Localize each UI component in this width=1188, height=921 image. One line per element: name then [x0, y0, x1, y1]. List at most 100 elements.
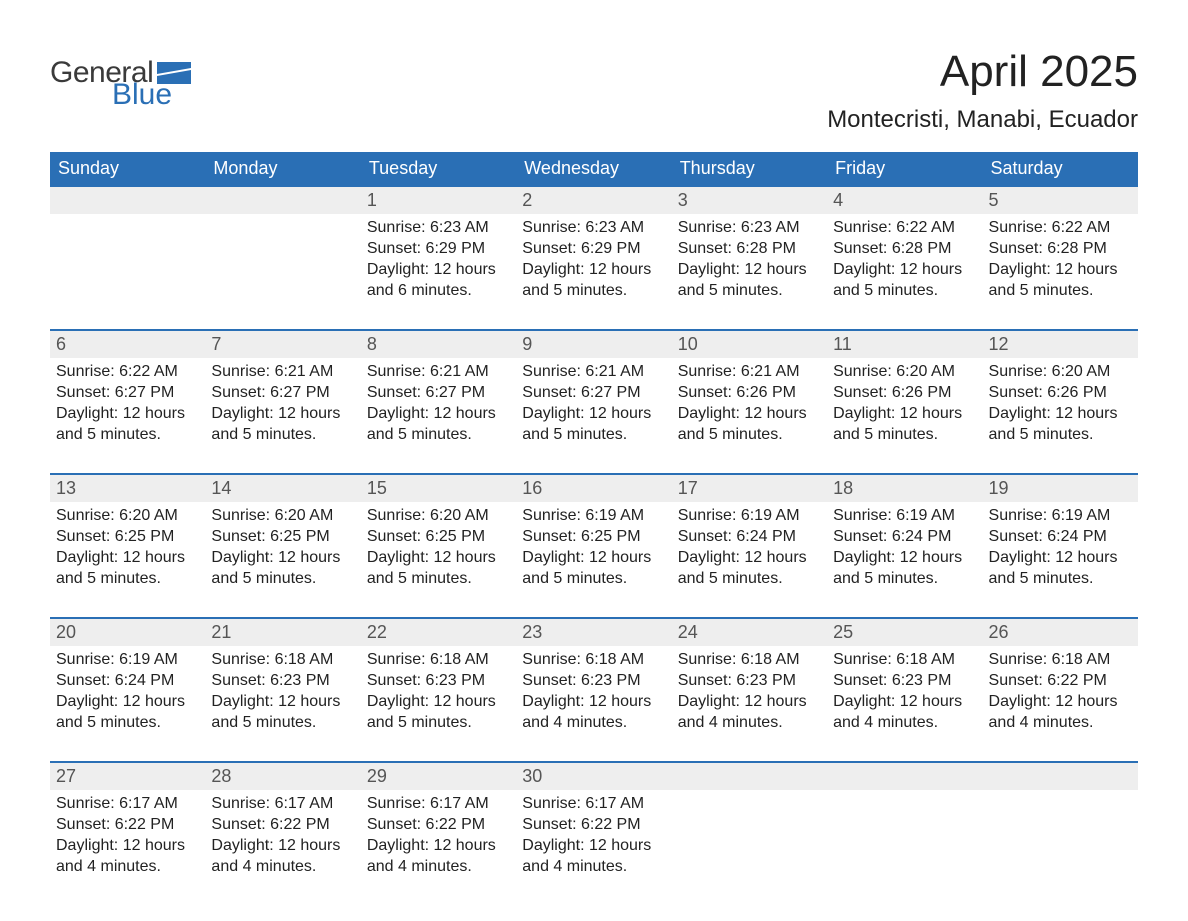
week-row: 27Sunrise: 6:17 AMSunset: 6:22 PMDayligh…: [50, 761, 1138, 881]
day-body: [50, 214, 205, 220]
day-body: [205, 214, 360, 220]
day-header: Saturday: [983, 152, 1138, 187]
day-cell: 7Sunrise: 6:21 AMSunset: 6:27 PMDaylight…: [205, 331, 360, 449]
sunset-line: Sunset: 6:26 PM: [678, 383, 821, 404]
day-body: Sunrise: 6:17 AMSunset: 6:22 PMDaylight:…: [516, 790, 671, 879]
day-body: Sunrise: 6:17 AMSunset: 6:22 PMDaylight:…: [50, 790, 205, 879]
day-cell: 30Sunrise: 6:17 AMSunset: 6:22 PMDayligh…: [516, 763, 671, 881]
day-cell: 20Sunrise: 6:19 AMSunset: 6:24 PMDayligh…: [50, 619, 205, 737]
daylight-line: Daylight: 12 hours and 5 minutes.: [833, 260, 976, 302]
day-cell: 12Sunrise: 6:20 AMSunset: 6:26 PMDayligh…: [983, 331, 1138, 449]
day-cell: [827, 763, 982, 881]
day-body: [983, 790, 1138, 796]
day-cell: 9Sunrise: 6:21 AMSunset: 6:27 PMDaylight…: [516, 331, 671, 449]
day-number: 14: [205, 475, 360, 502]
day-body: Sunrise: 6:18 AMSunset: 6:22 PMDaylight:…: [983, 646, 1138, 735]
sunrise-line: Sunrise: 6:20 AM: [211, 506, 354, 527]
day-body: Sunrise: 6:22 AMSunset: 6:28 PMDaylight:…: [983, 214, 1138, 303]
day-header: Sunday: [50, 152, 205, 187]
day-header: Tuesday: [361, 152, 516, 187]
day-body: [672, 790, 827, 796]
sunrise-line: Sunrise: 6:18 AM: [367, 650, 510, 671]
sunset-line: Sunset: 6:24 PM: [56, 671, 199, 692]
sunset-line: Sunset: 6:27 PM: [56, 383, 199, 404]
day-body: Sunrise: 6:18 AMSunset: 6:23 PMDaylight:…: [516, 646, 671, 735]
day-cell: 27Sunrise: 6:17 AMSunset: 6:22 PMDayligh…: [50, 763, 205, 881]
day-body: Sunrise: 6:20 AMSunset: 6:26 PMDaylight:…: [983, 358, 1138, 447]
sunset-line: Sunset: 6:24 PM: [833, 527, 976, 548]
sunrise-line: Sunrise: 6:21 AM: [522, 362, 665, 383]
day-body: Sunrise: 6:17 AMSunset: 6:22 PMDaylight:…: [205, 790, 360, 879]
sunrise-line: Sunrise: 6:22 AM: [833, 218, 976, 239]
day-body: [827, 790, 982, 796]
day-cell: 17Sunrise: 6:19 AMSunset: 6:24 PMDayligh…: [672, 475, 827, 593]
day-number: 7: [205, 331, 360, 358]
title-block: April 2025 Montecristi, Manabi, Ecuador: [827, 50, 1138, 134]
day-number: 24: [672, 619, 827, 646]
day-number: 29: [361, 763, 516, 790]
day-number: 10: [672, 331, 827, 358]
week-row: 6Sunrise: 6:22 AMSunset: 6:27 PMDaylight…: [50, 329, 1138, 449]
sunset-line: Sunset: 6:23 PM: [833, 671, 976, 692]
day-body: Sunrise: 6:21 AMSunset: 6:27 PMDaylight:…: [361, 358, 516, 447]
day-number: 11: [827, 331, 982, 358]
day-body: Sunrise: 6:23 AMSunset: 6:29 PMDaylight:…: [516, 214, 671, 303]
day-number: 20: [50, 619, 205, 646]
day-cell: 19Sunrise: 6:19 AMSunset: 6:24 PMDayligh…: [983, 475, 1138, 593]
sunset-line: Sunset: 6:28 PM: [989, 239, 1132, 260]
header: General Blue April 2025 Montecristi, Man…: [50, 50, 1138, 134]
sunset-line: Sunset: 6:25 PM: [211, 527, 354, 548]
daylight-line: Daylight: 12 hours and 5 minutes.: [678, 404, 821, 446]
daylight-line: Daylight: 12 hours and 5 minutes.: [367, 404, 510, 446]
daylight-line: Daylight: 12 hours and 5 minutes.: [56, 692, 199, 734]
sunset-line: Sunset: 6:29 PM: [367, 239, 510, 260]
day-number: 12: [983, 331, 1138, 358]
daylight-line: Daylight: 12 hours and 4 minutes.: [522, 692, 665, 734]
day-body: Sunrise: 6:19 AMSunset: 6:24 PMDaylight:…: [672, 502, 827, 591]
day-number: 9: [516, 331, 671, 358]
day-number: 26: [983, 619, 1138, 646]
daylight-line: Daylight: 12 hours and 4 minutes.: [367, 836, 510, 878]
daylight-line: Daylight: 12 hours and 5 minutes.: [522, 260, 665, 302]
daylight-line: Daylight: 12 hours and 5 minutes.: [678, 260, 821, 302]
sunrise-line: Sunrise: 6:18 AM: [211, 650, 354, 671]
daylight-line: Daylight: 12 hours and 5 minutes.: [522, 404, 665, 446]
day-number: 6: [50, 331, 205, 358]
day-number: [672, 763, 827, 790]
day-body: Sunrise: 6:18 AMSunset: 6:23 PMDaylight:…: [672, 646, 827, 735]
sunset-line: Sunset: 6:27 PM: [367, 383, 510, 404]
sunrise-line: Sunrise: 6:19 AM: [989, 506, 1132, 527]
day-cell: 1Sunrise: 6:23 AMSunset: 6:29 PMDaylight…: [361, 187, 516, 305]
day-body: Sunrise: 6:18 AMSunset: 6:23 PMDaylight:…: [205, 646, 360, 735]
day-body: Sunrise: 6:22 AMSunset: 6:27 PMDaylight:…: [50, 358, 205, 447]
day-header-row: SundayMondayTuesdayWednesdayThursdayFrid…: [50, 152, 1138, 187]
sunrise-line: Sunrise: 6:17 AM: [211, 794, 354, 815]
calendar: SundayMondayTuesdayWednesdayThursdayFrid…: [50, 152, 1138, 881]
day-body: Sunrise: 6:18 AMSunset: 6:23 PMDaylight:…: [827, 646, 982, 735]
day-body: Sunrise: 6:19 AMSunset: 6:24 PMDaylight:…: [50, 646, 205, 735]
daylight-line: Daylight: 12 hours and 5 minutes.: [833, 548, 976, 590]
day-cell: 16Sunrise: 6:19 AMSunset: 6:25 PMDayligh…: [516, 475, 671, 593]
sunrise-line: Sunrise: 6:20 AM: [56, 506, 199, 527]
sunrise-line: Sunrise: 6:23 AM: [522, 218, 665, 239]
day-number: 4: [827, 187, 982, 214]
day-header: Monday: [205, 152, 360, 187]
day-cell: 28Sunrise: 6:17 AMSunset: 6:22 PMDayligh…: [205, 763, 360, 881]
sunset-line: Sunset: 6:24 PM: [678, 527, 821, 548]
sunset-line: Sunset: 6:26 PM: [833, 383, 976, 404]
day-number: 28: [205, 763, 360, 790]
day-body: Sunrise: 6:20 AMSunset: 6:25 PMDaylight:…: [205, 502, 360, 591]
day-cell: 3Sunrise: 6:23 AMSunset: 6:28 PMDaylight…: [672, 187, 827, 305]
day-number: [50, 187, 205, 214]
sunset-line: Sunset: 6:25 PM: [367, 527, 510, 548]
day-number: 3: [672, 187, 827, 214]
sunset-line: Sunset: 6:23 PM: [678, 671, 821, 692]
day-cell: 29Sunrise: 6:17 AMSunset: 6:22 PMDayligh…: [361, 763, 516, 881]
day-body: Sunrise: 6:22 AMSunset: 6:28 PMDaylight:…: [827, 214, 982, 303]
sunrise-line: Sunrise: 6:18 AM: [678, 650, 821, 671]
day-cell: 18Sunrise: 6:19 AMSunset: 6:24 PMDayligh…: [827, 475, 982, 593]
sunrise-line: Sunrise: 6:18 AM: [522, 650, 665, 671]
day-body: Sunrise: 6:20 AMSunset: 6:25 PMDaylight:…: [361, 502, 516, 591]
daylight-line: Daylight: 12 hours and 5 minutes.: [367, 692, 510, 734]
day-cell: 6Sunrise: 6:22 AMSunset: 6:27 PMDaylight…: [50, 331, 205, 449]
